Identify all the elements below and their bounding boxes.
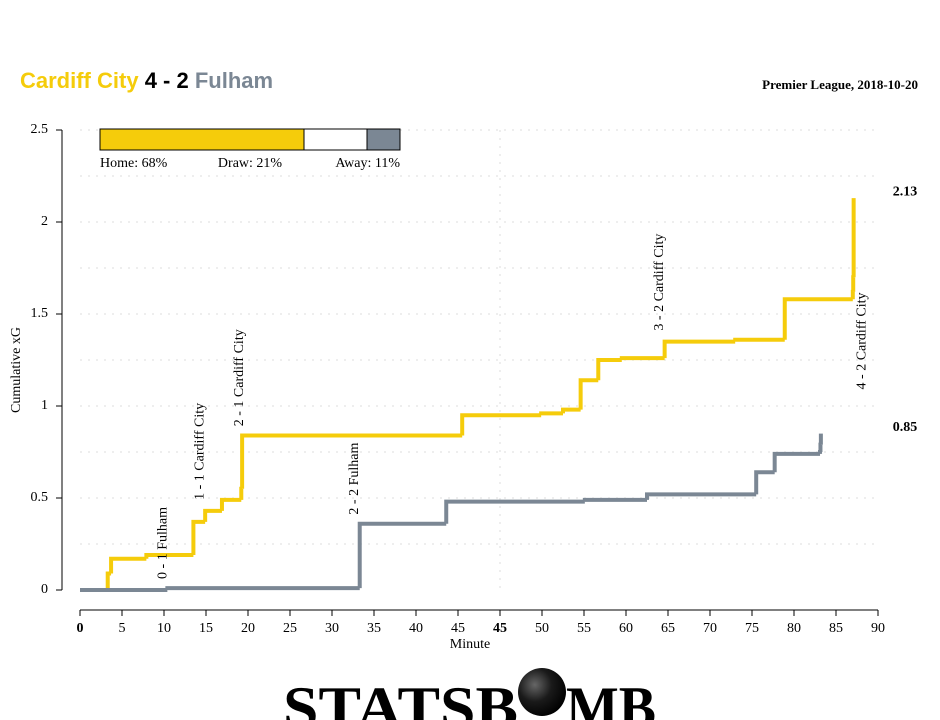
goal-annotation: 3 - 2 Cardiff City <box>652 234 667 331</box>
x-tick-label: 65 <box>661 621 675 636</box>
x-tick-label: 20 <box>241 621 255 636</box>
chart-title: Cardiff City 4 - 2 Fulham <box>20 68 273 93</box>
probability-bar <box>303 128 368 151</box>
step-line <box>733 337 785 342</box>
y-axis-label: Cumulative xG <box>9 327 24 413</box>
step-line <box>144 553 194 559</box>
probability-label: Home: 68% <box>100 156 168 171</box>
y-tick-label: 2 <box>41 214 48 229</box>
x-tick-label: 50 <box>535 621 549 636</box>
step-line <box>662 339 736 359</box>
step-line <box>105 571 112 590</box>
x-tick-label: 55 <box>577 621 591 636</box>
x-tick-label: 10 <box>157 621 171 636</box>
step-line <box>357 521 447 589</box>
x-tick-label: 5 <box>119 621 126 636</box>
goal-annotation: 2 - 2 Fulham <box>347 443 362 515</box>
step-line <box>596 358 622 381</box>
step-line <box>109 556 147 574</box>
step-line <box>619 356 665 361</box>
step-line <box>772 451 821 473</box>
probability-bar <box>99 128 305 151</box>
x-tick-label: 60 <box>619 621 633 636</box>
y-tick-label: 0 <box>41 582 48 597</box>
end-label: 2.13 <box>893 184 918 199</box>
probability-label: Away: 11% <box>335 156 400 171</box>
step-line <box>539 411 563 416</box>
x-axis-label: Minute <box>450 637 490 652</box>
logo-text: MB <box>566 675 656 720</box>
x-tick-label: 45 <box>451 621 465 636</box>
x-tick-label: 85 <box>829 621 843 636</box>
logo-ball <box>518 668 566 716</box>
goal-annotation: 0 - 1 Fulham <box>155 507 170 579</box>
step-line <box>561 407 581 414</box>
step-line <box>444 499 585 524</box>
subtitle: Premier League, 2018-10-20 <box>762 77 918 92</box>
x-tick-label: 25 <box>283 621 297 636</box>
step-line <box>239 486 244 500</box>
step-line <box>460 413 542 436</box>
goal-annotation: 1 - 1 Cardiff City <box>192 403 207 500</box>
step-line <box>582 497 647 502</box>
away-team: Fulham <box>195 68 273 93</box>
step-line <box>191 519 206 556</box>
goal-annotation: 4 - 2 Cardiff City <box>854 292 869 389</box>
x-tick-label: 35 <box>367 621 381 636</box>
logo-text: STATSB <box>283 675 518 720</box>
x-tick-label: 40 <box>409 621 423 636</box>
x-tick-label: 30 <box>325 621 339 636</box>
y-tick-label: 1 <box>41 398 48 413</box>
home-team: Cardiff City <box>20 68 139 93</box>
x-tick-label: 70 <box>703 621 717 636</box>
step-line <box>782 297 853 340</box>
probability-bar <box>366 128 401 151</box>
y-tick-label: 1.5 <box>31 306 49 321</box>
step-line <box>645 492 757 500</box>
step-line <box>203 508 222 522</box>
x-tick-label: 90 <box>871 621 885 636</box>
x-tick-label: 80 <box>787 621 801 636</box>
x-tick-label: 45 <box>493 621 507 636</box>
step-line <box>165 586 360 591</box>
y-tick-label: 0.5 <box>31 490 49 505</box>
step-line <box>754 470 775 495</box>
goal-annotation: 2 - 1 Cardiff City <box>232 329 247 426</box>
y-tick-label: 2.5 <box>31 122 49 137</box>
probability-label: Draw: 21% <box>218 156 282 171</box>
x-tick-label: 75 <box>745 621 759 636</box>
end-label: 0.85 <box>893 420 918 435</box>
step-line <box>578 378 599 410</box>
step-line <box>219 497 242 511</box>
step-line <box>240 433 463 489</box>
x-tick-label: 15 <box>199 621 213 636</box>
score: 4 - 2 <box>145 68 189 93</box>
x-tick-label: 0 <box>77 621 84 636</box>
